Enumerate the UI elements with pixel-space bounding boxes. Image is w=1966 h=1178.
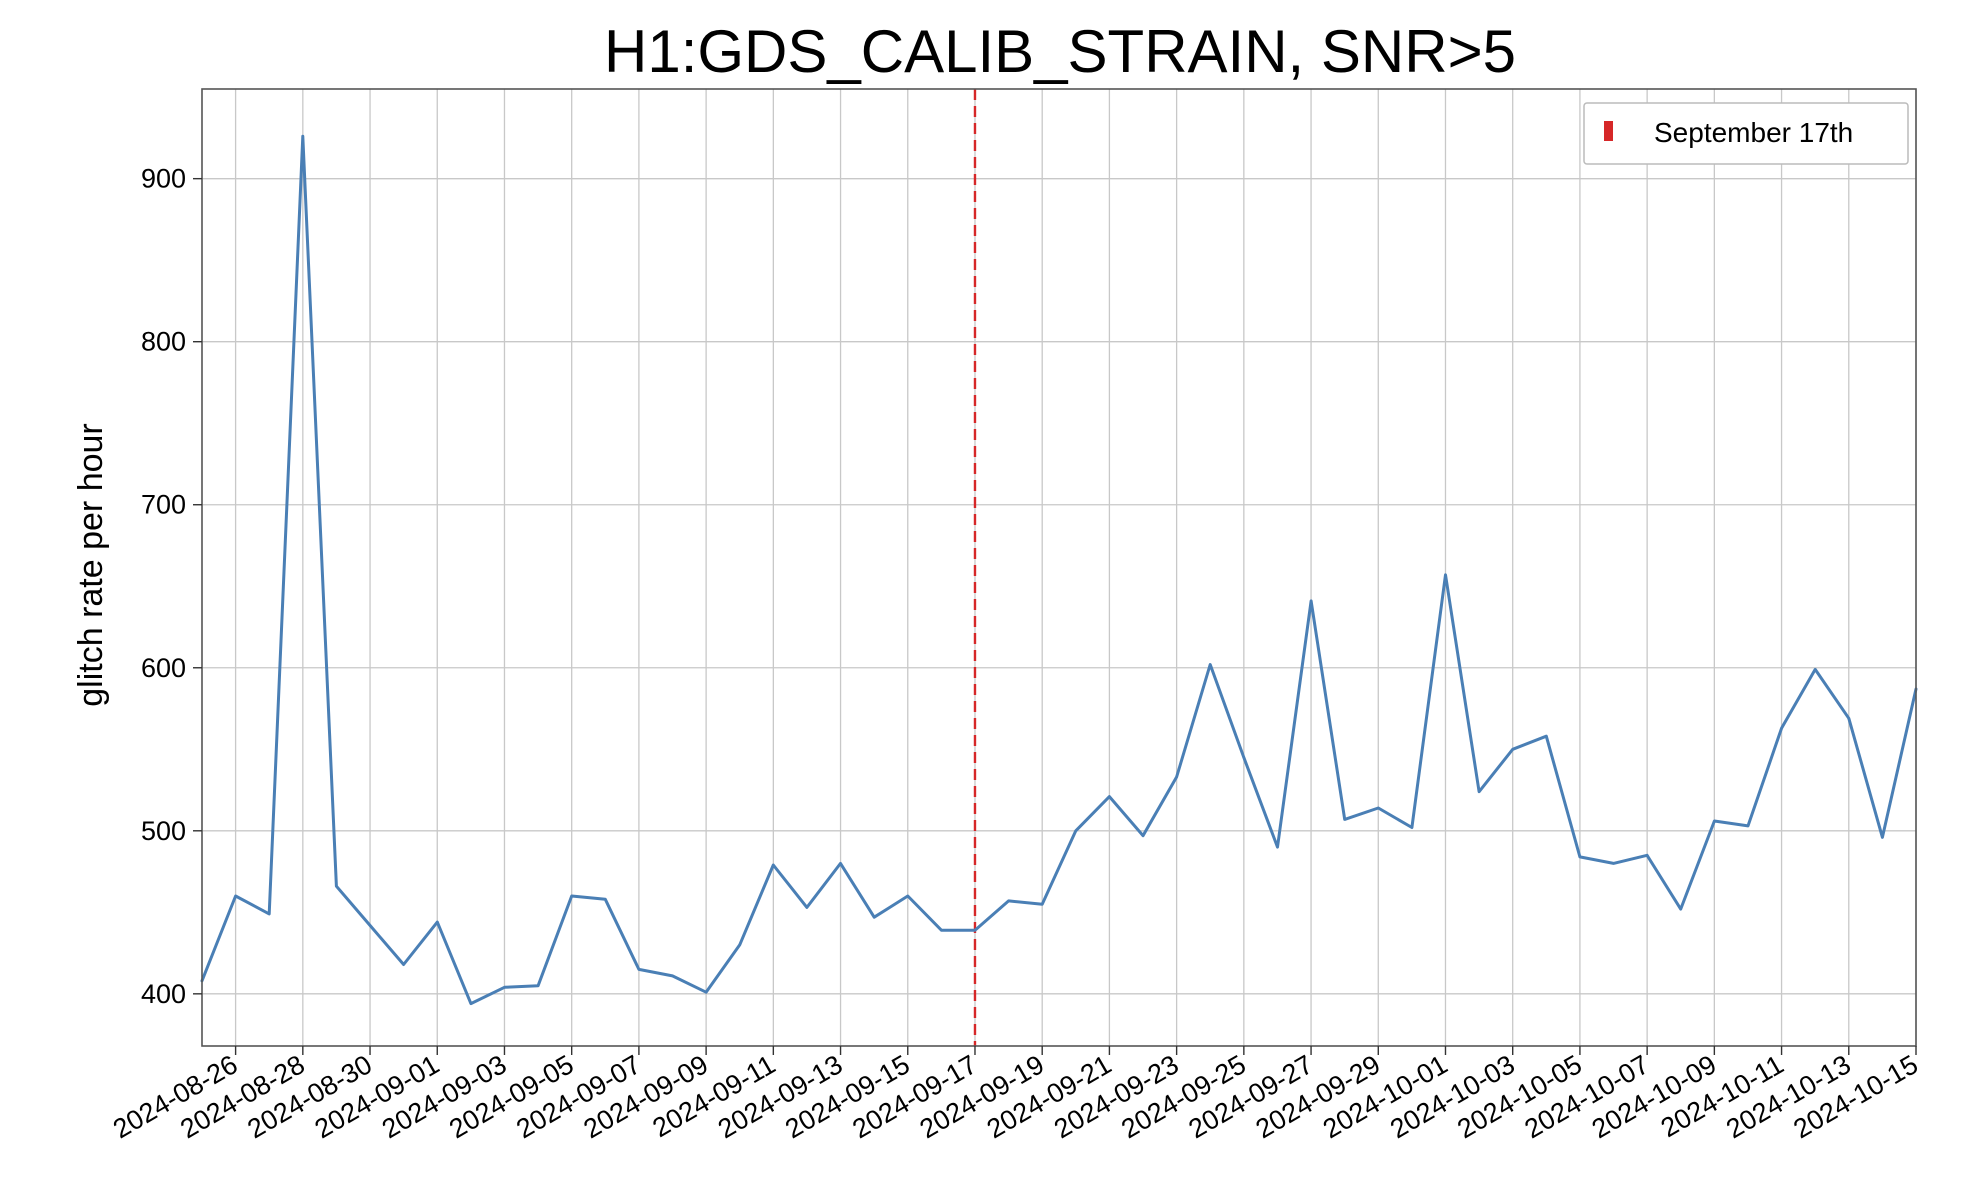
data-point bbox=[974, 929, 976, 932]
data-point bbox=[873, 916, 876, 919]
data-point bbox=[234, 895, 237, 897]
y-tick-label: 400 bbox=[141, 979, 186, 1009]
legend: September 17th bbox=[1583, 102, 1909, 165]
data-point bbox=[1612, 862, 1615, 865]
data-point bbox=[1041, 903, 1044, 906]
data-point bbox=[638, 968, 640, 971]
data-point bbox=[1142, 834, 1144, 837]
data-point bbox=[402, 963, 405, 966]
data-point bbox=[940, 929, 943, 932]
data-point bbox=[1343, 818, 1346, 821]
data-point bbox=[1074, 829, 1077, 832]
data-point bbox=[1511, 748, 1514, 751]
data-point bbox=[503, 986, 506, 989]
data-point bbox=[268, 913, 271, 915]
y-tick-label: 700 bbox=[141, 490, 186, 520]
data-point bbox=[537, 984, 539, 987]
series-line bbox=[200, 134, 1918, 1006]
legend-box bbox=[1583, 102, 1909, 165]
legend-marker bbox=[1604, 121, 1613, 141]
y-tick-label: 900 bbox=[141, 164, 186, 194]
data-point bbox=[335, 885, 338, 888]
data-point bbox=[906, 895, 909, 897]
data-point bbox=[1242, 756, 1245, 759]
y-tick-label: 800 bbox=[141, 327, 186, 357]
data-point bbox=[1847, 717, 1850, 720]
data-point bbox=[470, 1002, 472, 1005]
data-point bbox=[436, 921, 439, 923]
legend-label: September 17th bbox=[1654, 117, 1853, 148]
data-point bbox=[301, 135, 304, 138]
data-point bbox=[1814, 668, 1817, 671]
data-point bbox=[1679, 908, 1682, 910]
data-point bbox=[1881, 836, 1884, 839]
data-point bbox=[369, 924, 371, 927]
chart-title: H1:GDS_CALIB_STRAIN, SNR>5 bbox=[604, 18, 1516, 85]
data-point bbox=[705, 991, 707, 994]
data-point bbox=[1713, 820, 1716, 822]
y-axis-label: glitch rate per hour bbox=[72, 423, 110, 707]
data-point bbox=[671, 975, 674, 977]
data-point bbox=[806, 906, 808, 909]
data-point bbox=[839, 862, 842, 865]
data-point bbox=[1377, 807, 1380, 809]
y-tick-label: 600 bbox=[141, 653, 186, 683]
data-point bbox=[1780, 727, 1783, 729]
data-point bbox=[1444, 573, 1447, 576]
data-point bbox=[1007, 900, 1010, 902]
data-point bbox=[1646, 854, 1648, 857]
data-point bbox=[1579, 856, 1581, 858]
data-point bbox=[604, 898, 607, 901]
plot-frame bbox=[201, 88, 1917, 1047]
data-point bbox=[1108, 795, 1111, 798]
data-point bbox=[738, 944, 741, 946]
data-point bbox=[1478, 790, 1480, 793]
data-point bbox=[1175, 776, 1178, 778]
y-tick-label: 500 bbox=[141, 816, 186, 846]
data-point bbox=[1209, 663, 1212, 666]
data-point bbox=[1545, 735, 1548, 738]
data-point bbox=[1411, 826, 1413, 829]
data-point bbox=[1747, 825, 1749, 827]
data-point bbox=[1276, 846, 1279, 848]
data-point bbox=[570, 895, 573, 897]
data-point bbox=[1310, 600, 1312, 602]
data-point bbox=[772, 864, 775, 866]
